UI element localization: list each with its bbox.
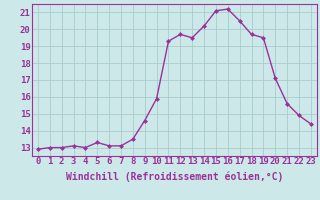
X-axis label: Windchill (Refroidissement éolien,°C): Windchill (Refroidissement éolien,°C) [66, 172, 283, 182]
